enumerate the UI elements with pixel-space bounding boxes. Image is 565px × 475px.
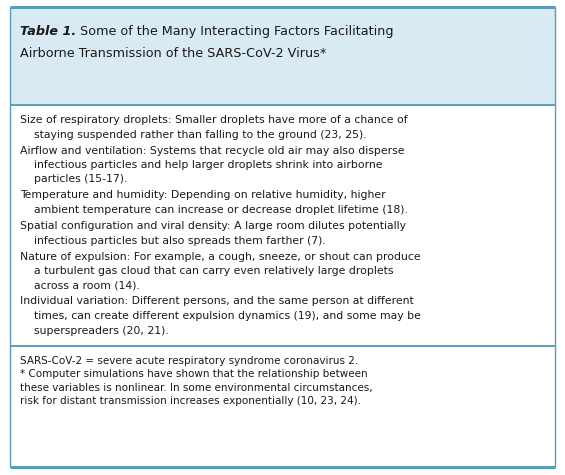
Text: Table 1.: Table 1. <box>20 25 76 38</box>
Text: Airflow and ventilation: Systems that recycle old air may also disperse: Airflow and ventilation: Systems that re… <box>20 145 405 155</box>
Text: infectious particles but also spreads them farther (7).: infectious particles but also spreads th… <box>20 236 326 246</box>
Text: Airborne Transmission of the SARS-CoV-2 Virus*: Airborne Transmission of the SARS-CoV-2 … <box>20 47 327 60</box>
Text: * Computer simulations have shown that the relationship between: * Computer simulations have shown that t… <box>20 369 368 379</box>
Text: particles (15-17).: particles (15-17). <box>20 174 127 184</box>
Text: staying suspended rather than falling to the ground (23, 25).: staying suspended rather than falling to… <box>20 130 367 140</box>
Text: ambient temperature can increase or decrease droplet lifetime (18).: ambient temperature can increase or decr… <box>20 205 408 215</box>
Text: SARS-CoV-2 = severe acute respiratory syndrome coronavirus 2.: SARS-CoV-2 = severe acute respiratory sy… <box>20 355 358 365</box>
Text: times, can create different expulsion dynamics (19), and some may be: times, can create different expulsion dy… <box>20 311 421 321</box>
Text: Temperature and humidity: Depending on relative humidity, higher: Temperature and humidity: Depending on r… <box>20 190 386 200</box>
Bar <box>10 7 555 105</box>
Text: a turbulent gas cloud that can carry even relatively large droplets: a turbulent gas cloud that can carry eve… <box>20 266 393 276</box>
Text: Size of respiratory droplets: Smaller droplets have more of a chance of: Size of respiratory droplets: Smaller dr… <box>20 115 407 125</box>
Text: Some of the Many Interacting Factors Facilitating: Some of the Many Interacting Factors Fac… <box>72 25 393 38</box>
Text: Nature of expulsion: For example, a cough, sneeze, or shout can produce: Nature of expulsion: For example, a coug… <box>20 251 420 262</box>
Text: these variables is nonlinear. In some environmental circumstances,: these variables is nonlinear. In some en… <box>20 382 373 392</box>
Text: infectious particles and help larger droplets shrink into airborne: infectious particles and help larger dro… <box>20 160 383 170</box>
Text: Spatial configuration and viral density: A large room dilutes potentially: Spatial configuration and viral density:… <box>20 221 406 231</box>
Text: across a room (14).: across a room (14). <box>20 281 140 291</box>
Text: Individual variation: Different persons, and the same person at different: Individual variation: Different persons,… <box>20 296 414 306</box>
Text: superspreaders (20, 21).: superspreaders (20, 21). <box>20 325 169 335</box>
Text: risk for distant transmission increases exponentially (10, 23, 24).: risk for distant transmission increases … <box>20 396 361 406</box>
